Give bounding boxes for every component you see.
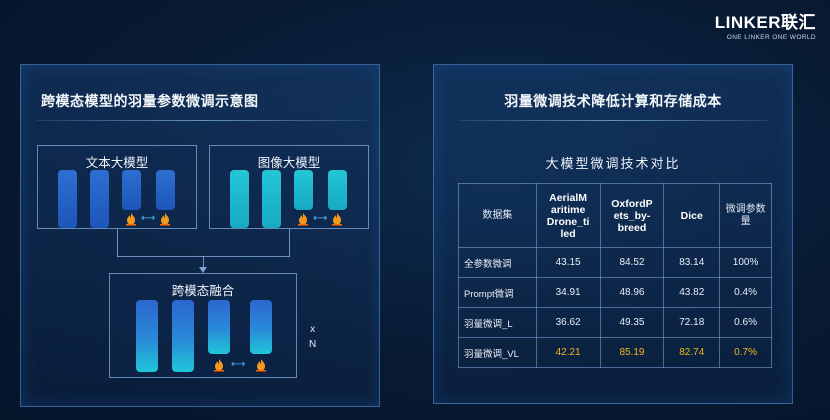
table-row: Prompt微调 34.91 48.96 43.82 0.4% [458, 277, 772, 308]
flame-icon [298, 213, 308, 226]
fusion-label: 跨模态融合 [171, 284, 235, 298]
repeat-x: x [310, 324, 316, 335]
connector-line [203, 256, 204, 268]
image-model-layer [230, 170, 249, 228]
table-header-row: 数据集 AerialM aritime Drone_ti led OxfordP ets… [458, 183, 772, 248]
comparison-panel-title: 羽量微调技术降低计算和存储成本 [504, 93, 722, 109]
image-model-layer [328, 170, 347, 210]
image-model-layer [294, 170, 313, 210]
table-cell: 43.15 [535, 247, 601, 278]
table-cell: 48.96 [599, 277, 665, 308]
diagram-panel-title: 跨模态模型的羽量参数微调示意图 [41, 93, 259, 109]
flame-icon [332, 213, 342, 226]
text-model-layer [156, 170, 175, 210]
column-header: 数据集 [458, 183, 537, 248]
table-cell: 85.19 [599, 337, 665, 368]
divider [37, 120, 367, 121]
divider [458, 120, 768, 121]
swap-arrow-icon: ⟷ [141, 213, 156, 224]
comparison-table: 数据集 AerialM aritime Drone_ti led OxfordP ets… [458, 183, 772, 368]
fusion-layer [172, 300, 194, 372]
table-cell: 43.82 [663, 277, 721, 308]
connector-line [117, 229, 118, 257]
row-label: Prompt微调 [458, 277, 537, 308]
column-header: Dice [663, 183, 721, 248]
text-model-box: 文本大模型 ⟷ [37, 145, 197, 229]
table-cell: 83.14 [663, 247, 721, 278]
table-cell: 0.4% [719, 277, 772, 308]
brand-logo: LINKER联汇 ONE LINKER ONE WORLD [715, 8, 816, 41]
flame-icon [214, 359, 224, 372]
text-model-layer [90, 170, 109, 228]
row-label: 羽量微调_VL [458, 337, 537, 368]
table-row-highlighted: 羽量微调_VL 42.21 85.19 82.74 0.7% [458, 337, 772, 368]
table-row: 羽量微调_L 36.62 49.35 72.18 0.6% [458, 307, 772, 338]
fusion-layer [250, 300, 272, 354]
diagram-panel: 跨模态模型的羽量参数微调示意图 文本大模型 ⟷ 图像大模型 ⟷ 跨模态融合 [20, 64, 380, 407]
text-model-layer [58, 170, 77, 228]
repeat-n: N [309, 339, 317, 350]
text-model-label: 文本大模型 [85, 156, 149, 170]
table-cell: 84.52 [599, 247, 665, 278]
row-label: 全参数微调 [458, 247, 537, 278]
table-cell: 34.91 [535, 277, 601, 308]
down-arrow-icon [199, 267, 207, 273]
table-cell: 100% [719, 247, 772, 278]
table-row: 全参数微调 43.15 84.52 83.14 100% [458, 247, 772, 278]
table-cell: 72.18 [663, 307, 721, 338]
flame-icon [256, 359, 266, 372]
image-model-layer [262, 170, 281, 228]
table-cell: 36.62 [535, 307, 601, 338]
flame-icon [126, 213, 136, 226]
table-title: 大模型微调技术对比 [545, 156, 681, 171]
image-model-box: 图像大模型 ⟷ [209, 145, 369, 229]
table-cell: 0.6% [719, 307, 772, 338]
brand-name: LINKER联汇 [714, 13, 816, 32]
table-cell: 82.74 [663, 337, 721, 368]
table-cell: 0.7% [719, 337, 772, 368]
fusion-layer [208, 300, 230, 354]
swap-arrow-icon: ⟷ [231, 359, 246, 370]
table-cell: 42.21 [535, 337, 601, 368]
swap-arrow-icon: ⟷ [313, 213, 328, 224]
text-model-layer [122, 170, 141, 210]
repeat-marker: x N [309, 323, 316, 351]
connector-line [289, 229, 290, 257]
flame-icon [160, 213, 170, 226]
row-label: 羽量微调_L [458, 307, 537, 338]
column-header: OxfordP ets_by-breed [599, 183, 665, 248]
image-model-label: 图像大模型 [257, 156, 321, 170]
column-header: 微调参数量 [719, 183, 772, 248]
column-header: AerialM aritime Drone_ti led [535, 183, 601, 248]
fusion-box: 跨模态融合 ⟷ [109, 273, 297, 378]
brand-tagline: ONE LINKER ONE WORLD [726, 34, 816, 41]
comparison-panel: 羽量微调技术降低计算和存储成本 大模型微调技术对比 数据集 AerialM ari… [433, 64, 793, 404]
fusion-layer [136, 300, 158, 372]
table-cell: 49.35 [599, 307, 665, 338]
